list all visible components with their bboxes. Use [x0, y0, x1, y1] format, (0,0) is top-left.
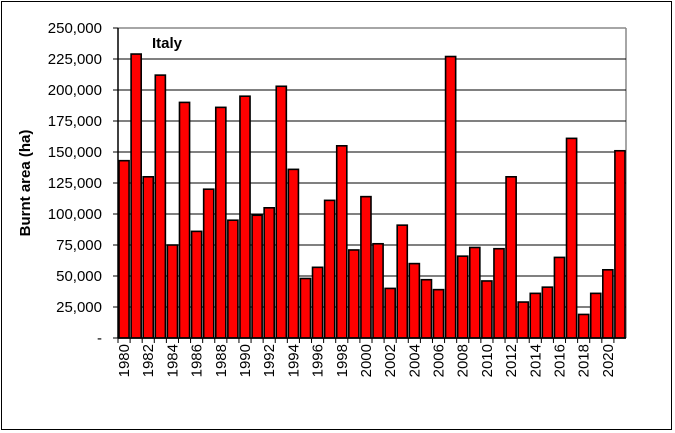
bar-2007: [444, 55, 457, 339]
bar-1995: [299, 277, 312, 339]
y-tick-label: 75,000: [56, 237, 102, 254]
x-tick-label: 2014: [527, 344, 544, 377]
y-tick-label: 100,000: [48, 206, 102, 223]
bar-2011: [493, 247, 505, 339]
bar-1980: [118, 159, 130, 339]
y-axis-label: Burnt area (ha): [17, 130, 34, 237]
x-tick-label: 1990: [237, 344, 254, 377]
x-tick-label: 1982: [140, 344, 157, 377]
bar-1982: [142, 176, 155, 339]
bar-2005: [420, 278, 433, 339]
bar-2016: [553, 256, 566, 339]
bar-1988: [214, 106, 227, 339]
bar-2021: [614, 149, 626, 339]
y-tick-label: 175,000: [48, 113, 102, 130]
x-tick-label: 1996: [310, 344, 327, 377]
bar-1984: [166, 244, 179, 339]
bar-2015: [541, 286, 554, 339]
bar-2013: [517, 301, 530, 339]
bar-2014: [529, 292, 542, 339]
bar-2004: [408, 262, 421, 339]
x-tick-label: 1984: [164, 344, 181, 377]
bar-2001: [372, 242, 384, 339]
bar-2000: [360, 195, 372, 339]
x-tick-label: 2012: [503, 344, 520, 377]
bar-1985: [178, 101, 191, 339]
bar-2010: [481, 280, 493, 339]
bar-2020: [602, 268, 614, 339]
bar-2017: [565, 137, 578, 339]
x-tick-label: 2008: [455, 344, 472, 377]
bar-2012: [505, 176, 517, 339]
y-tick-label: 50,000: [56, 268, 102, 285]
bar-2019: [589, 292, 602, 339]
x-tick-label: 2018: [576, 344, 593, 377]
bar-2009: [468, 246, 481, 339]
bar-1999: [348, 249, 360, 339]
y-tick-label: 200,000: [48, 82, 102, 99]
bar-1994: [287, 168, 300, 339]
bar-1981: [130, 53, 142, 339]
x-tick-label: 1986: [189, 344, 206, 377]
x-tick-label: 2006: [431, 344, 448, 377]
bar-1987: [202, 188, 215, 339]
bar-1992: [263, 207, 276, 339]
bar-1990: [239, 95, 251, 339]
x-tick-label: 2010: [479, 344, 496, 377]
bar-1989: [227, 219, 239, 339]
x-tick-label: 1980: [116, 344, 133, 377]
y-tick-label: 125,000: [48, 175, 102, 192]
bar-1991: [251, 214, 263, 339]
bar-2002: [384, 287, 396, 339]
x-tick-label: 2020: [600, 344, 617, 377]
y-tick-label: 225,000: [48, 51, 102, 68]
bar-2018: [577, 313, 590, 339]
chart-title: Italy: [152, 35, 183, 52]
bar-1997: [323, 199, 336, 339]
y-tick-label: 150,000: [48, 144, 102, 161]
bar-1993: [275, 85, 288, 339]
bar-1986: [190, 230, 203, 339]
x-tick-label: 2016: [551, 344, 568, 377]
bar-1998: [335, 145, 348, 339]
x-tick-label: 1994: [285, 344, 302, 377]
x-tick-label: 1988: [213, 344, 230, 377]
bar-1996: [311, 266, 324, 339]
x-tick-label: 2002: [382, 344, 399, 377]
bar-2006: [432, 288, 445, 339]
bar-2008: [456, 255, 469, 339]
x-tick-label: 2000: [358, 344, 375, 377]
x-tick-label: 1992: [261, 344, 278, 377]
x-tick-label: 1998: [334, 344, 351, 377]
bar-2003: [396, 224, 409, 339]
y-tick-label: 250,000: [48, 20, 102, 37]
bar-1983: [154, 74, 167, 339]
y-tick-label: 25,000: [56, 299, 102, 316]
y-tick-label: -: [97, 330, 102, 347]
x-tick-label: 2004: [406, 344, 423, 377]
